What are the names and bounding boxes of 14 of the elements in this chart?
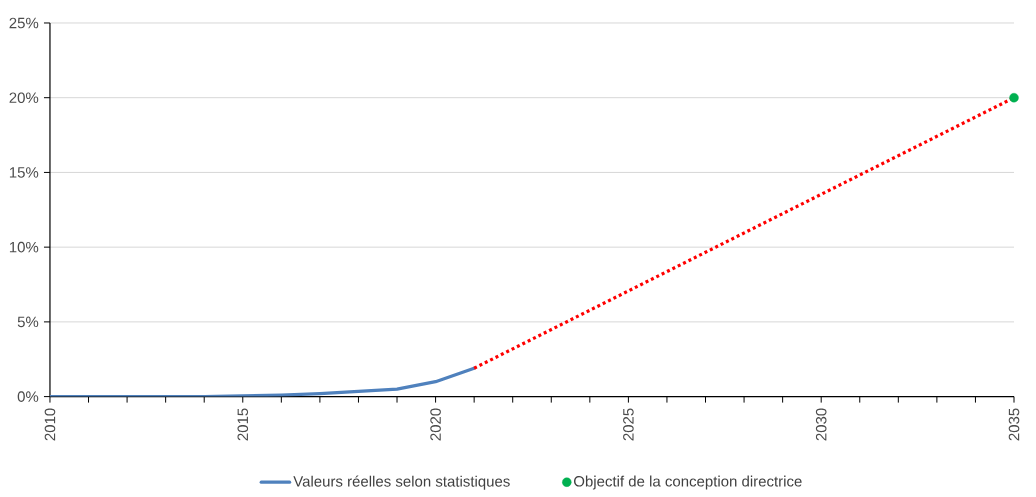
x-tick-label: 2020 <box>430 408 441 441</box>
y-tick-label: 15% <box>9 167 39 178</box>
y-tick-label: 5% <box>17 316 39 328</box>
y-tick-label: 10% <box>9 242 39 253</box>
x-tick-label: 2025 <box>623 408 634 441</box>
x-tick-label: 2030 <box>815 408 827 441</box>
x-tick-label: 2015 <box>237 408 249 441</box>
x-tick-label: 2035 <box>1008 408 1020 441</box>
legend-label: Valeurs réelles selon statistiques <box>293 475 510 490</box>
x-tick-label: 2010 <box>44 408 56 441</box>
y-tick-label: 0% <box>17 391 39 403</box>
y-tick-label: 25% <box>9 17 39 29</box>
y-tick-label: 20% <box>9 92 39 104</box>
legend-label: Objectif de la conception directrice <box>574 475 802 490</box>
